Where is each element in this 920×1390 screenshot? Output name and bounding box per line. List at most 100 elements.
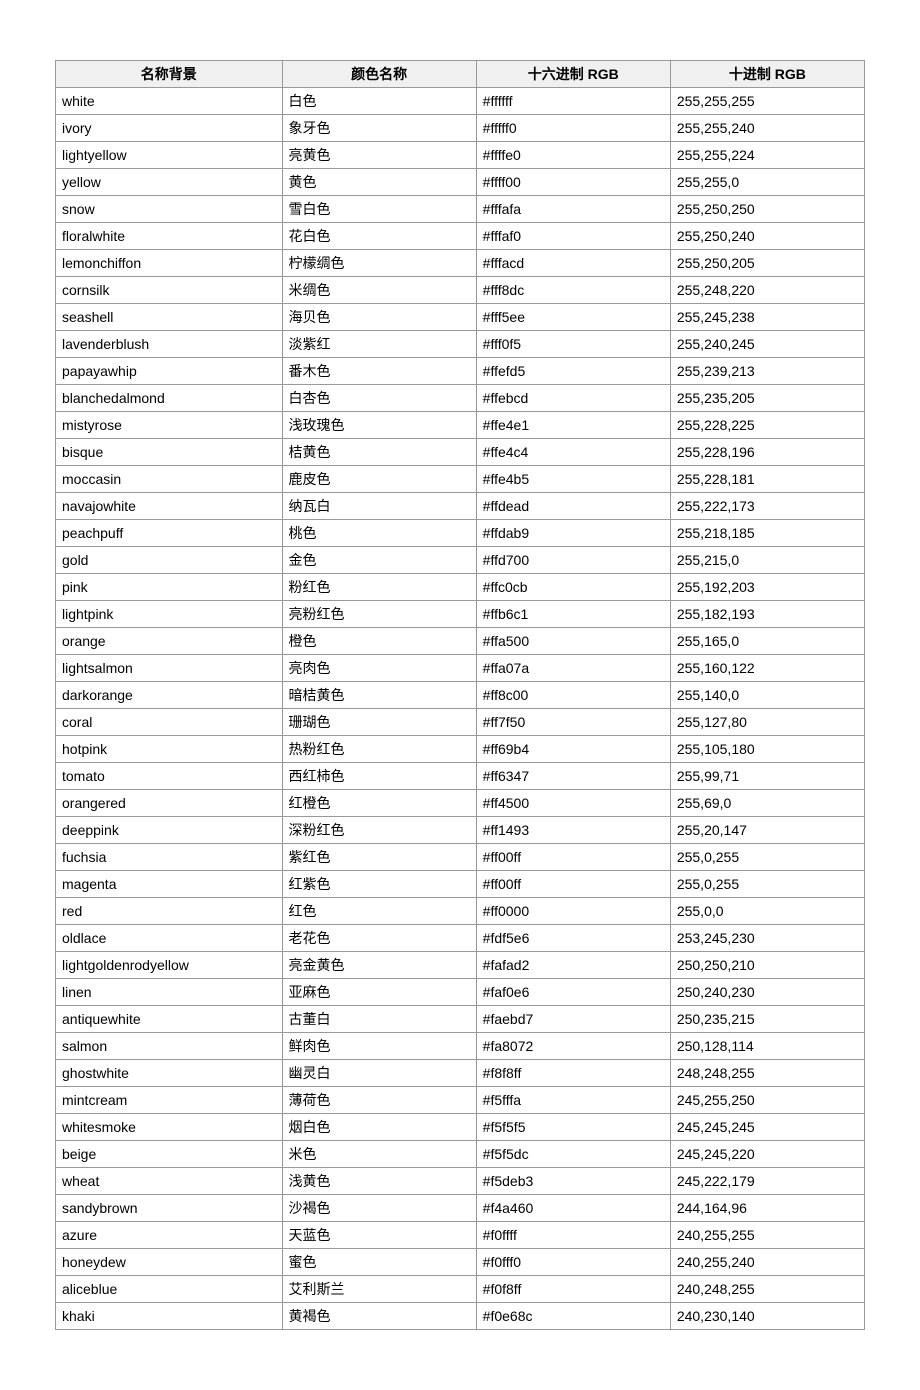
cell-dec-rgb: 255,165,0 [670, 628, 864, 655]
cell-dec-rgb: 250,128,114 [670, 1033, 864, 1060]
cell-hex-rgb: #ffd700 [476, 547, 670, 574]
cell-color-name: 薄荷色 [282, 1087, 476, 1114]
cell-hex-rgb: #fffff0 [476, 115, 670, 142]
cell-dec-rgb: 255,228,196 [670, 439, 864, 466]
table-row: khaki黄褐色#f0e68c240,230,140 [56, 1303, 865, 1330]
cell-color-name: 桃色 [282, 520, 476, 547]
cell-dec-rgb: 240,255,255 [670, 1222, 864, 1249]
cell-name-bg: lightyellow [56, 142, 283, 169]
cell-name-bg: honeydew [56, 1249, 283, 1276]
cell-color-name: 浅玫瑰色 [282, 412, 476, 439]
cell-color-name: 白色 [282, 88, 476, 115]
cell-dec-rgb: 255,255,255 [670, 88, 864, 115]
table-row: wheat浅黄色#f5deb3245,222,179 [56, 1168, 865, 1195]
cell-hex-rgb: #ffe4e1 [476, 412, 670, 439]
cell-color-name: 老花色 [282, 925, 476, 952]
header-hex-rgb: 十六进制 RGB [476, 61, 670, 88]
cell-color-name: 幽灵白 [282, 1060, 476, 1087]
cell-color-name: 柠檬绸色 [282, 250, 476, 277]
cell-color-name: 橙色 [282, 628, 476, 655]
cell-color-name: 金色 [282, 547, 476, 574]
cell-name-bg: snow [56, 196, 283, 223]
cell-color-name: 雪白色 [282, 196, 476, 223]
cell-name-bg: navajowhite [56, 493, 283, 520]
cell-color-name: 红橙色 [282, 790, 476, 817]
cell-dec-rgb: 245,222,179 [670, 1168, 864, 1195]
cell-name-bg: khaki [56, 1303, 283, 1330]
cell-name-bg: moccasin [56, 466, 283, 493]
cell-name-bg: orangered [56, 790, 283, 817]
cell-color-name: 沙褐色 [282, 1195, 476, 1222]
cell-hex-rgb: #ffffe0 [476, 142, 670, 169]
cell-hex-rgb: #ff7f50 [476, 709, 670, 736]
cell-name-bg: tomato [56, 763, 283, 790]
cell-hex-rgb: #fff8dc [476, 277, 670, 304]
table-row: bisque桔黄色#ffe4c4255,228,196 [56, 439, 865, 466]
cell-name-bg: ghostwhite [56, 1060, 283, 1087]
header-color-name: 颜色名称 [282, 61, 476, 88]
cell-name-bg: white [56, 88, 283, 115]
cell-dec-rgb: 255,250,250 [670, 196, 864, 223]
table-row: lemonchiffon柠檬绸色#fffacd255,250,205 [56, 250, 865, 277]
table-row: linen亚麻色#faf0e6250,240,230 [56, 979, 865, 1006]
cell-color-name: 天蓝色 [282, 1222, 476, 1249]
cell-name-bg: lavenderblush [56, 331, 283, 358]
cell-color-name: 烟白色 [282, 1114, 476, 1141]
table-row: gold金色#ffd700255,215,0 [56, 547, 865, 574]
cell-name-bg: blanchedalmond [56, 385, 283, 412]
cell-name-bg: linen [56, 979, 283, 1006]
cell-hex-rgb: #ffff00 [476, 169, 670, 196]
cell-hex-rgb: #fffacd [476, 250, 670, 277]
cell-color-name: 鹿皮色 [282, 466, 476, 493]
table-row: mintcream薄荷色#f5fffa245,255,250 [56, 1087, 865, 1114]
table-row: fuchsia紫红色#ff00ff255,0,255 [56, 844, 865, 871]
cell-name-bg: pink [56, 574, 283, 601]
cell-color-name: 米绸色 [282, 277, 476, 304]
cell-hex-rgb: #ff8c00 [476, 682, 670, 709]
table-row: floralwhite花白色#fffaf0255,250,240 [56, 223, 865, 250]
cell-dec-rgb: 240,255,240 [670, 1249, 864, 1276]
cell-name-bg: gold [56, 547, 283, 574]
cell-color-name: 米色 [282, 1141, 476, 1168]
cell-color-name: 西红柿色 [282, 763, 476, 790]
cell-hex-rgb: #ff6347 [476, 763, 670, 790]
cell-dec-rgb: 255,239,213 [670, 358, 864, 385]
cell-dec-rgb: 245,245,220 [670, 1141, 864, 1168]
cell-name-bg: salmon [56, 1033, 283, 1060]
cell-dec-rgb: 240,248,255 [670, 1276, 864, 1303]
cell-name-bg: red [56, 898, 283, 925]
cell-color-name: 亮金黄色 [282, 952, 476, 979]
cell-hex-rgb: #f8f8ff [476, 1060, 670, 1087]
cell-dec-rgb: 255,222,173 [670, 493, 864, 520]
cell-color-name: 红色 [282, 898, 476, 925]
cell-hex-rgb: #ffa500 [476, 628, 670, 655]
header-name-bg: 名称背景 [56, 61, 283, 88]
cell-hex-rgb: #fffafa [476, 196, 670, 223]
cell-hex-rgb: #f5deb3 [476, 1168, 670, 1195]
cell-color-name: 黄色 [282, 169, 476, 196]
cell-dec-rgb: 253,245,230 [670, 925, 864, 952]
cell-hex-rgb: #f5fffa [476, 1087, 670, 1114]
cell-color-name: 淡紫红 [282, 331, 476, 358]
cell-dec-rgb: 248,248,255 [670, 1060, 864, 1087]
cell-dec-rgb: 255,228,181 [670, 466, 864, 493]
cell-name-bg: papayawhip [56, 358, 283, 385]
cell-hex-rgb: #f0ffff [476, 1222, 670, 1249]
cell-name-bg: ivory [56, 115, 283, 142]
cell-color-name: 白杏色 [282, 385, 476, 412]
cell-name-bg: seashell [56, 304, 283, 331]
table-row: coral珊瑚色#ff7f50255,127,80 [56, 709, 865, 736]
header-dec-rgb: 十进制 RGB [670, 61, 864, 88]
cell-name-bg: antiquewhite [56, 1006, 283, 1033]
table-row: navajowhite纳瓦白#ffdead255,222,173 [56, 493, 865, 520]
cell-name-bg: mintcream [56, 1087, 283, 1114]
cell-dec-rgb: 255,215,0 [670, 547, 864, 574]
cell-dec-rgb: 255,0,255 [670, 871, 864, 898]
cell-name-bg: lightgoldenrodyellow [56, 952, 283, 979]
table-row: yellow黄色#ffff00255,255,0 [56, 169, 865, 196]
table-row: lightgoldenrodyellow亮金黄色#fafad2250,250,2… [56, 952, 865, 979]
cell-hex-rgb: #f0fff0 [476, 1249, 670, 1276]
table-row: darkorange暗桔黄色#ff8c00255,140,0 [56, 682, 865, 709]
cell-dec-rgb: 244,164,96 [670, 1195, 864, 1222]
cell-hex-rgb: #f4a460 [476, 1195, 670, 1222]
